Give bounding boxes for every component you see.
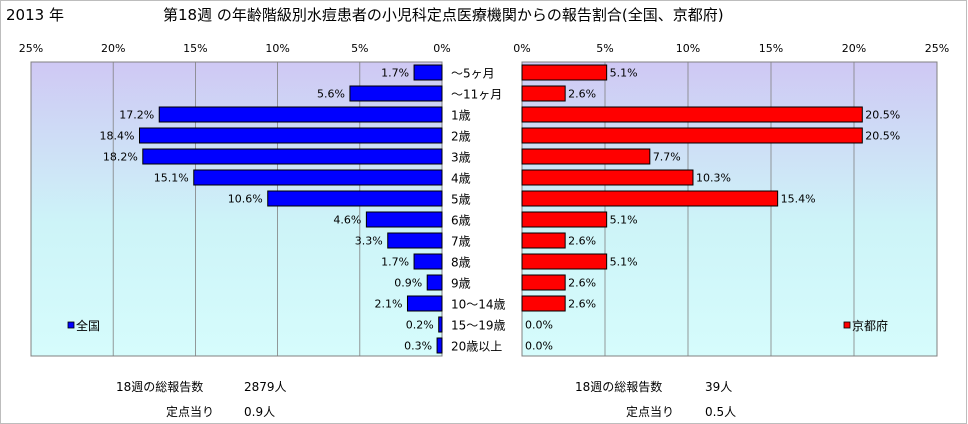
left-data-label: 15.1%	[154, 172, 189, 185]
right-data-label: 7.7%	[653, 151, 681, 164]
left-per-label: 定点当り	[166, 405, 215, 419]
right-data-label: 0.0%	[525, 340, 553, 353]
right-data-label: 2.6%	[568, 298, 596, 311]
left-bar	[413, 253, 443, 270]
category-label: 3歳	[451, 151, 471, 165]
category-label: 4歳	[451, 172, 471, 186]
right-bar	[521, 106, 863, 123]
right-tick-label: 15%	[759, 42, 783, 55]
right-total-label: 18週の総報告数	[575, 380, 663, 394]
right-data-label: 5.1%	[610, 214, 638, 227]
left-bar	[142, 148, 443, 165]
left-data-label: 0.9%	[394, 277, 422, 290]
right-bar	[521, 253, 608, 270]
left-data-label: 18.2%	[103, 151, 138, 164]
right-bar	[521, 85, 566, 102]
left-bar	[426, 274, 443, 291]
right-bar	[521, 274, 566, 291]
left-data-label: 5.6%	[317, 88, 345, 101]
left-per-value: 0.9人	[244, 405, 276, 419]
right-bar	[521, 148, 651, 165]
left-bar	[438, 316, 443, 333]
right-data-label: 0.0%	[525, 319, 553, 332]
category-label: 6歳	[451, 214, 471, 228]
left-plot-area	[30, 61, 443, 357]
right-total-value: 39人	[705, 380, 733, 394]
category-label: 8歳	[451, 256, 471, 270]
left-data-label: 18.4%	[100, 130, 135, 143]
left-bar	[387, 232, 443, 249]
left-tick-label: 15%	[183, 42, 207, 55]
category-label: ～5ヶ月	[451, 67, 495, 81]
left-bar	[158, 106, 443, 123]
right-data-label: 20.5%	[865, 109, 900, 122]
right-bar	[521, 295, 566, 312]
right-tick-label: 25%	[925, 42, 949, 55]
left-bar	[365, 211, 443, 228]
right-bar	[521, 190, 779, 207]
left-data-label: 4.6%	[333, 214, 361, 227]
right-bar	[521, 232, 566, 249]
left-bar	[349, 85, 443, 102]
left-bar	[193, 169, 443, 186]
left-data-label: 0.2%	[406, 319, 434, 332]
left-bar	[413, 64, 443, 81]
left-data-label: 2.1%	[375, 298, 403, 311]
right-bar	[521, 64, 608, 81]
left-bar	[436, 337, 443, 354]
category-label: 20歳以上	[451, 340, 502, 354]
category-label: 15～19歳	[451, 319, 506, 333]
right-tick-label: 5%	[596, 42, 613, 55]
right-legend-swatch	[843, 321, 851, 329]
left-tick-label: 20%	[101, 42, 125, 55]
left-bar	[267, 190, 443, 207]
right-bar	[521, 211, 608, 228]
left-data-label: 0.3%	[404, 340, 432, 353]
category-label: 9歳	[451, 277, 471, 291]
left-data-label: 3.3%	[355, 235, 383, 248]
left-tick-label: 10%	[265, 42, 289, 55]
category-label: ～11ヶ月	[451, 88, 502, 102]
left-total-label: 18週の総報告数	[116, 380, 204, 394]
left-data-label: 10.6%	[228, 193, 263, 206]
right-bar	[521, 169, 694, 186]
left-tick-label: 5%	[351, 42, 368, 55]
right-data-label: 5.1%	[610, 256, 638, 269]
right-tick-label: 20%	[842, 42, 866, 55]
right-bar	[521, 127, 863, 144]
right-data-label: 5.1%	[610, 67, 638, 80]
category-label: 1歳	[451, 109, 471, 123]
chart-title: 第18週 の年齢階級別水痘患者の小児科定点医療機関からの報告割合(全国、京都府)	[163, 6, 724, 24]
category-label: 5歳	[451, 193, 471, 207]
right-data-label: 20.5%	[865, 130, 900, 143]
left-data-label: 1.7%	[381, 256, 409, 269]
left-total-value: 2879人	[244, 380, 287, 394]
left-tick-label: 25%	[19, 42, 43, 55]
right-data-label: 2.6%	[568, 277, 596, 290]
right-tick-label: 0%	[513, 42, 530, 55]
right-legend-label: 京都府	[852, 318, 888, 333]
right-data-label: 2.6%	[568, 235, 596, 248]
left-bar	[406, 295, 443, 312]
right-plot-area	[521, 61, 938, 357]
left-data-label: 17.2%	[119, 109, 154, 122]
right-data-label: 15.4%	[781, 193, 816, 206]
left-data-label: 1.7%	[381, 67, 409, 80]
right-tick-label: 10%	[676, 42, 700, 55]
right-data-label: 2.6%	[568, 88, 596, 101]
left-tick-label: 0%	[433, 42, 450, 55]
category-label: 7歳	[451, 235, 471, 249]
right-per-label: 定点当り	[626, 405, 675, 419]
category-label: 10～14歳	[451, 298, 506, 312]
right-data-label: 10.3%	[696, 172, 731, 185]
right-per-value: 0.5人	[705, 405, 737, 419]
category-label: 2歳	[451, 130, 471, 144]
chart-year: 2013 年	[6, 6, 64, 24]
left-legend-label: 全国	[76, 318, 100, 333]
left-bar	[139, 127, 443, 144]
left-legend-swatch	[67, 321, 75, 329]
